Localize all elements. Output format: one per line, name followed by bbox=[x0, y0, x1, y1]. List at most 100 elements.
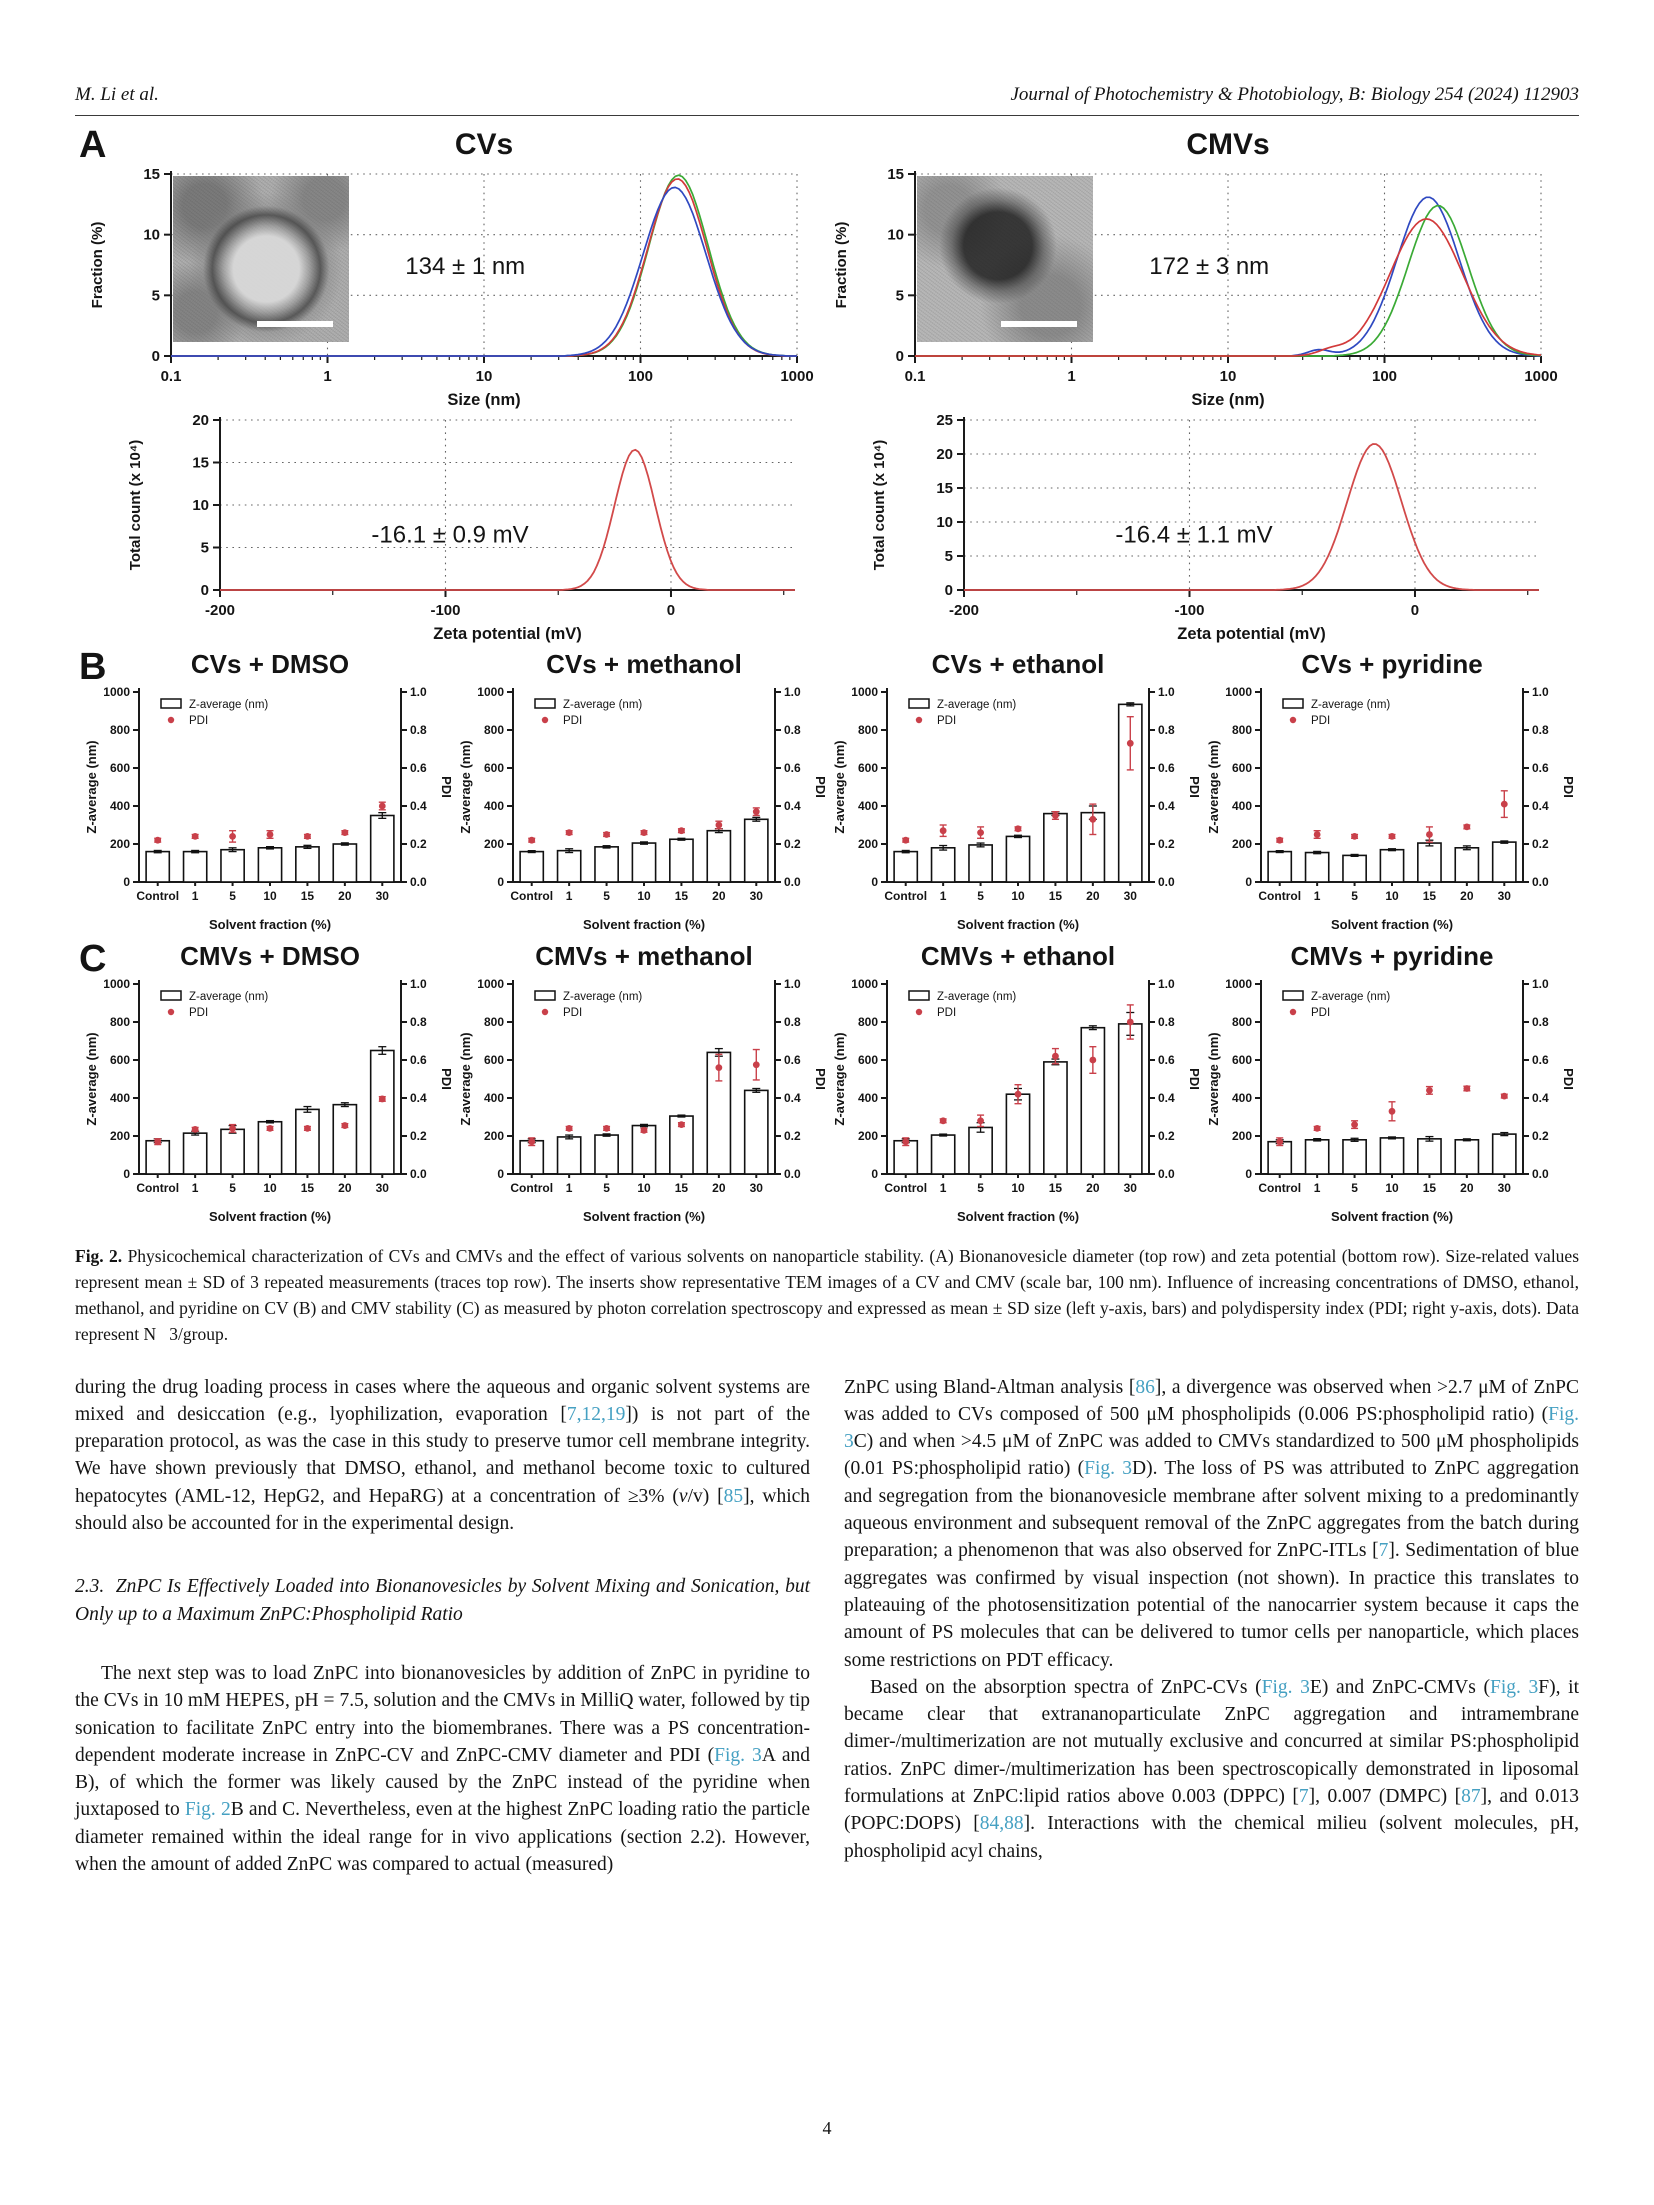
ref-link[interactable]: 7 bbox=[1298, 1786, 1309, 1808]
svg-text:Zeta potential (mV): Zeta potential (mV) bbox=[1177, 625, 1326, 643]
svg-text:30: 30 bbox=[376, 1181, 390, 1195]
chart-cv-zeta: 0 5 10 15 20 -200 -100 0 Zeta potential (mV) Tota… bbox=[85, 412, 815, 644]
section-heading: 2.3. ZnPC Is Effectively Loaded into Bio… bbox=[75, 1576, 810, 1625]
svg-text:30: 30 bbox=[750, 1181, 764, 1195]
svg-text:0: 0 bbox=[201, 582, 209, 599]
ref-link[interactable]: Fig. 3 bbox=[1261, 1676, 1310, 1698]
svg-text:0: 0 bbox=[945, 582, 953, 599]
svg-text:0: 0 bbox=[871, 875, 878, 889]
panel-c: C CMVs + DMSO 0 200 400 600 800 1000 0.0 0.2 0.4… bbox=[75, 940, 1579, 1226]
text-segment: E) and ZnPC-CMVs ( bbox=[1309, 1676, 1490, 1698]
svg-text:0.8: 0.8 bbox=[1158, 723, 1175, 737]
svg-text:800: 800 bbox=[1232, 1015, 1252, 1029]
svg-text:600: 600 bbox=[484, 1053, 504, 1067]
svg-text:200: 200 bbox=[858, 1129, 878, 1143]
svg-text:0.6: 0.6 bbox=[1158, 761, 1175, 775]
ref-link[interactable]: Fig. 2 bbox=[184, 1799, 231, 1821]
ref-link[interactable]: Fig. 3 bbox=[1084, 1458, 1133, 1480]
svg-text:20: 20 bbox=[1460, 889, 1474, 903]
cv-size-plot: 0 5 10 15 0.1 1 10 100 1000 Size (nm) Fraction (%)… bbox=[85, 164, 815, 410]
svg-text:0.4: 0.4 bbox=[784, 1091, 801, 1105]
ref-link[interactable]: 86 bbox=[1135, 1376, 1155, 1398]
svg-text:0.4: 0.4 bbox=[1532, 799, 1549, 813]
svg-text:PDI: PDI bbox=[563, 1007, 582, 1019]
ref-link[interactable]: Fig. 3 bbox=[844, 1403, 1579, 1453]
svg-text:Size (nm): Size (nm) bbox=[447, 391, 520, 409]
svg-text:10: 10 bbox=[263, 889, 277, 903]
svg-text:Z-average (nm): Z-average (nm) bbox=[1311, 699, 1390, 711]
ref-link[interactable]: Fig. 3 bbox=[714, 1744, 762, 1766]
ref-link[interactable]: 7 bbox=[1378, 1540, 1389, 1562]
cv-pyridine-title: CVs + pyridine bbox=[1301, 649, 1483, 679]
svg-text:20: 20 bbox=[712, 889, 726, 903]
svg-text:PDI: PDI bbox=[813, 776, 825, 798]
svg-text:1: 1 bbox=[566, 1181, 573, 1195]
svg-text:0.6: 0.6 bbox=[784, 761, 801, 775]
svg-text:1000: 1000 bbox=[851, 977, 878, 991]
ref-link[interactable]: 87 bbox=[1461, 1786, 1481, 1808]
svg-text:Z-average (nm): Z-average (nm) bbox=[1311, 991, 1390, 1003]
caption-text: Physicochemical characterization of CVs … bbox=[75, 1246, 1580, 1344]
svg-text:5: 5 bbox=[603, 1181, 610, 1195]
svg-text:0.1: 0.1 bbox=[161, 368, 182, 385]
svg-text:20: 20 bbox=[1086, 1181, 1100, 1195]
ref-link[interactable]: Fig. 3 bbox=[1489, 1676, 1539, 1698]
svg-text:1000: 1000 bbox=[477, 977, 504, 991]
svg-text:Z-average (nm): Z-average (nm) bbox=[84, 740, 99, 833]
svg-text:100: 100 bbox=[1372, 368, 1397, 385]
cv-ethanol-plot: 0 200 400 600 800 1000 0.0 0.2 0.4 0.6 0.8 1.0 Contr… bbox=[829, 684, 1199, 934]
italic-text: v bbox=[678, 1485, 688, 1507]
svg-text:1.0: 1.0 bbox=[1158, 685, 1175, 699]
svg-text:10: 10 bbox=[263, 1181, 277, 1195]
svg-text:0.6: 0.6 bbox=[1532, 761, 1549, 775]
svg-text:400: 400 bbox=[1232, 799, 1252, 813]
svg-text:400: 400 bbox=[484, 1091, 504, 1105]
svg-text:10: 10 bbox=[476, 368, 493, 385]
svg-text:0.0: 0.0 bbox=[1532, 875, 1549, 889]
svg-text:5: 5 bbox=[229, 889, 236, 903]
svg-text:Solvent fraction (%): Solvent fraction (%) bbox=[209, 917, 331, 932]
svg-text:0.8: 0.8 bbox=[1158, 1015, 1175, 1029]
svg-text:Z-average (nm): Z-average (nm) bbox=[937, 699, 1016, 711]
svg-text:20: 20 bbox=[338, 889, 352, 903]
ref-link[interactable]: 84,88 bbox=[979, 1813, 1024, 1835]
svg-text:200: 200 bbox=[110, 837, 130, 851]
svg-text:0.4: 0.4 bbox=[784, 799, 801, 813]
svg-text:20: 20 bbox=[192, 412, 209, 429]
ref-link[interactable]: 85 bbox=[723, 1485, 744, 1507]
cv-ethanol-title: CVs + ethanol bbox=[931, 649, 1105, 679]
tem-inset-cmv-image bbox=[917, 176, 1093, 342]
svg-text:0.8: 0.8 bbox=[784, 1015, 801, 1029]
cmv-methanol-plot: 0 200 400 600 800 1000 0.0 0.2 0.4 0.6 0.8 1.0 Contr… bbox=[455, 976, 825, 1226]
right-column: ZnPC using Bland-Altman analysis [86], a… bbox=[844, 1374, 1579, 1879]
svg-text:0: 0 bbox=[896, 348, 904, 365]
paragraph: The next step was to load ZnPC into bion… bbox=[75, 1660, 810, 1878]
svg-text:0.8: 0.8 bbox=[784, 723, 801, 737]
text-segment: ]) is not part of the preparation protoc… bbox=[75, 1403, 810, 1507]
ref-link[interactable]: 7,12,19 bbox=[566, 1403, 626, 1425]
svg-text:Control: Control bbox=[1258, 1181, 1301, 1195]
svg-text:Size (nm): Size (nm) bbox=[1191, 391, 1264, 409]
cmv-pyridine-plot: 0 200 400 600 800 1000 0.0 0.2 0.4 0.6 0.8 1.0 Contr… bbox=[1203, 976, 1573, 1226]
svg-text:15: 15 bbox=[1049, 1181, 1063, 1195]
svg-text:15: 15 bbox=[675, 889, 689, 903]
svg-text:1000: 1000 bbox=[103, 685, 130, 699]
svg-text:0.6: 0.6 bbox=[1158, 1053, 1175, 1067]
text-segment: The next step was to load ZnPC into bion… bbox=[75, 1662, 810, 1766]
svg-text:PDI: PDI bbox=[937, 1007, 956, 1019]
chart-cv-methanol: CVs + methanol 0 200 400 600 800 1000 0.0 0.2 0.… bbox=[455, 649, 825, 934]
cmv-dmso-plot: 0 200 400 600 800 1000 0.0 0.2 0.4 0.6 0.8 1.0 Contr… bbox=[81, 976, 451, 1226]
svg-text:600: 600 bbox=[1232, 761, 1252, 775]
svg-text:Z-average (nm): Z-average (nm) bbox=[1206, 740, 1221, 833]
zeta-potential-row: 0 5 10 15 20 -200 -100 0 Zeta potential (mV) Tota… bbox=[85, 412, 1579, 644]
svg-text:5: 5 bbox=[945, 548, 953, 565]
svg-text:400: 400 bbox=[110, 799, 130, 813]
svg-text:0.0: 0.0 bbox=[1158, 1167, 1175, 1181]
cmv-pyridine-title: CMVs + pyridine bbox=[1290, 941, 1494, 971]
tem-scale-bar bbox=[257, 321, 333, 327]
svg-text:1.0: 1.0 bbox=[410, 685, 427, 699]
svg-text:PDI: PDI bbox=[189, 715, 208, 727]
svg-text:800: 800 bbox=[110, 723, 130, 737]
svg-text:1: 1 bbox=[566, 889, 573, 903]
svg-text:10: 10 bbox=[887, 227, 904, 244]
